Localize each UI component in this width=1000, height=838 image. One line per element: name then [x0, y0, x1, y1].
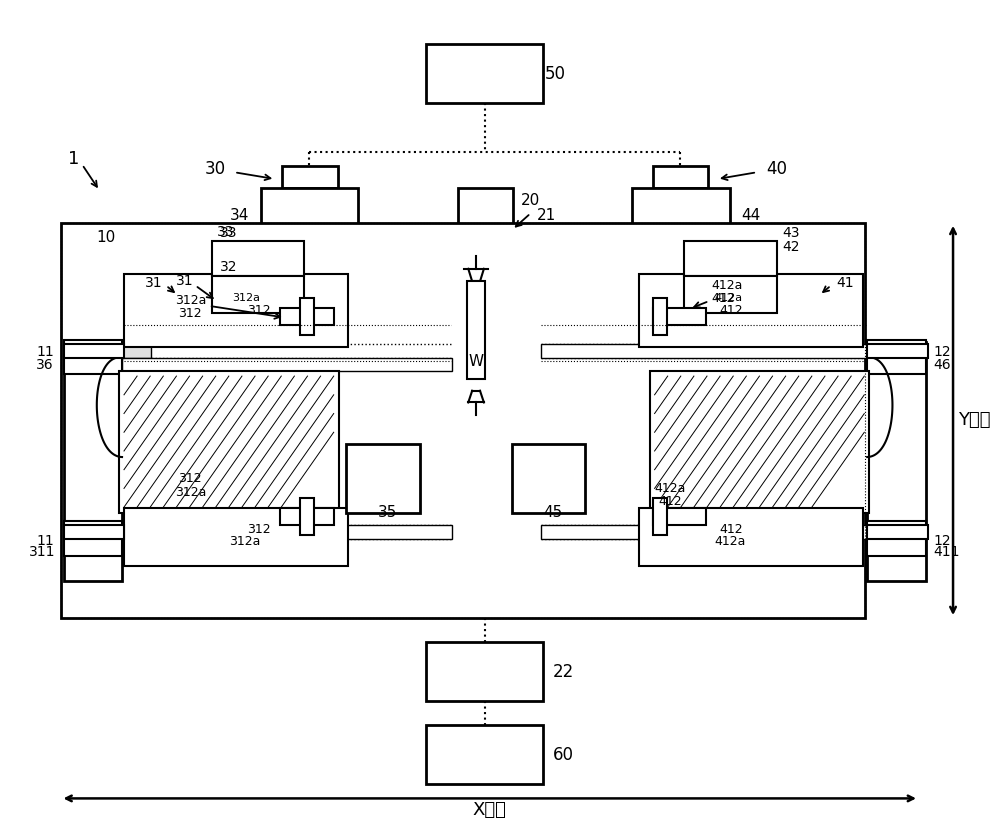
- Bar: [867, 340, 926, 374]
- Text: 312: 312: [247, 304, 270, 318]
- Bar: [124, 508, 348, 566]
- Bar: [426, 643, 543, 701]
- Text: 50: 50: [545, 65, 566, 83]
- Text: 11: 11: [36, 344, 54, 359]
- Bar: [426, 44, 543, 103]
- Bar: [300, 298, 314, 335]
- Bar: [426, 725, 543, 784]
- Bar: [867, 342, 926, 581]
- Text: 412: 412: [719, 304, 743, 318]
- Text: 412: 412: [711, 292, 735, 304]
- Bar: [867, 344, 928, 358]
- Bar: [650, 371, 869, 513]
- Bar: [653, 308, 706, 325]
- Bar: [64, 525, 124, 539]
- Text: 33: 33: [217, 225, 234, 239]
- Bar: [541, 525, 871, 539]
- Text: 412a: 412a: [714, 535, 745, 548]
- Text: 10: 10: [97, 230, 116, 245]
- Text: 312a: 312a: [175, 294, 206, 308]
- Bar: [61, 223, 865, 618]
- Text: 36: 36: [36, 359, 54, 372]
- Bar: [458, 188, 513, 229]
- Bar: [684, 241, 777, 276]
- Text: 312a: 312a: [229, 535, 261, 548]
- Text: 32: 32: [220, 260, 237, 274]
- Bar: [639, 274, 863, 347]
- Bar: [300, 498, 314, 535]
- Text: Y方向: Y方向: [958, 411, 990, 429]
- Bar: [541, 344, 871, 358]
- Bar: [64, 344, 124, 358]
- Text: 412a: 412a: [711, 279, 743, 292]
- Text: 35: 35: [378, 505, 397, 520]
- Bar: [463, 229, 507, 256]
- Text: 42: 42: [782, 241, 800, 255]
- Text: X方向: X方向: [473, 801, 507, 819]
- Bar: [64, 521, 122, 556]
- Text: 46: 46: [934, 359, 951, 372]
- Bar: [261, 188, 358, 254]
- Bar: [280, 508, 334, 525]
- Bar: [653, 167, 708, 188]
- Text: 412a: 412a: [655, 482, 686, 494]
- Text: 12: 12: [934, 534, 951, 548]
- Bar: [653, 508, 706, 525]
- Bar: [653, 298, 667, 335]
- Text: 60: 60: [553, 746, 574, 763]
- Text: 22: 22: [553, 663, 574, 680]
- Bar: [867, 521, 926, 556]
- Text: 31: 31: [176, 275, 193, 288]
- Text: W: W: [469, 354, 484, 369]
- Bar: [64, 340, 122, 374]
- Text: 312: 312: [247, 523, 270, 535]
- Bar: [280, 308, 334, 325]
- Text: 312a: 312a: [175, 486, 206, 499]
- Text: 45: 45: [544, 505, 563, 520]
- Text: 1: 1: [68, 149, 79, 168]
- Bar: [212, 241, 304, 276]
- Text: 412a: 412a: [714, 293, 742, 303]
- Text: 20: 20: [521, 193, 540, 208]
- Bar: [867, 525, 928, 539]
- Text: 412: 412: [719, 523, 743, 535]
- Text: 312a: 312a: [233, 293, 261, 303]
- Text: 43: 43: [782, 225, 800, 240]
- Text: 12: 12: [934, 344, 951, 359]
- Text: 311: 311: [29, 545, 56, 559]
- Text: 11: 11: [36, 534, 54, 548]
- Text: 40: 40: [766, 160, 787, 178]
- Text: 412: 412: [658, 495, 682, 509]
- Bar: [212, 276, 304, 313]
- Bar: [122, 358, 452, 371]
- Bar: [653, 498, 667, 535]
- Text: 21: 21: [537, 208, 556, 223]
- Text: 31: 31: [145, 277, 163, 291]
- Bar: [467, 282, 485, 379]
- Bar: [64, 342, 122, 581]
- Bar: [346, 444, 420, 513]
- Bar: [122, 525, 452, 539]
- Bar: [632, 188, 730, 254]
- Bar: [122, 344, 151, 358]
- Text: 411: 411: [934, 545, 960, 559]
- Text: 44: 44: [741, 208, 761, 223]
- Text: 30: 30: [204, 160, 225, 178]
- Bar: [282, 167, 338, 188]
- Bar: [61, 223, 865, 618]
- Text: 41: 41: [836, 277, 854, 291]
- Bar: [124, 274, 348, 347]
- Text: 312: 312: [178, 308, 202, 320]
- Bar: [119, 371, 339, 513]
- Text: 33: 33: [220, 225, 237, 240]
- Text: 312: 312: [178, 472, 202, 485]
- Bar: [684, 276, 777, 313]
- Bar: [512, 444, 585, 513]
- Text: 34: 34: [229, 208, 249, 223]
- Bar: [639, 508, 863, 566]
